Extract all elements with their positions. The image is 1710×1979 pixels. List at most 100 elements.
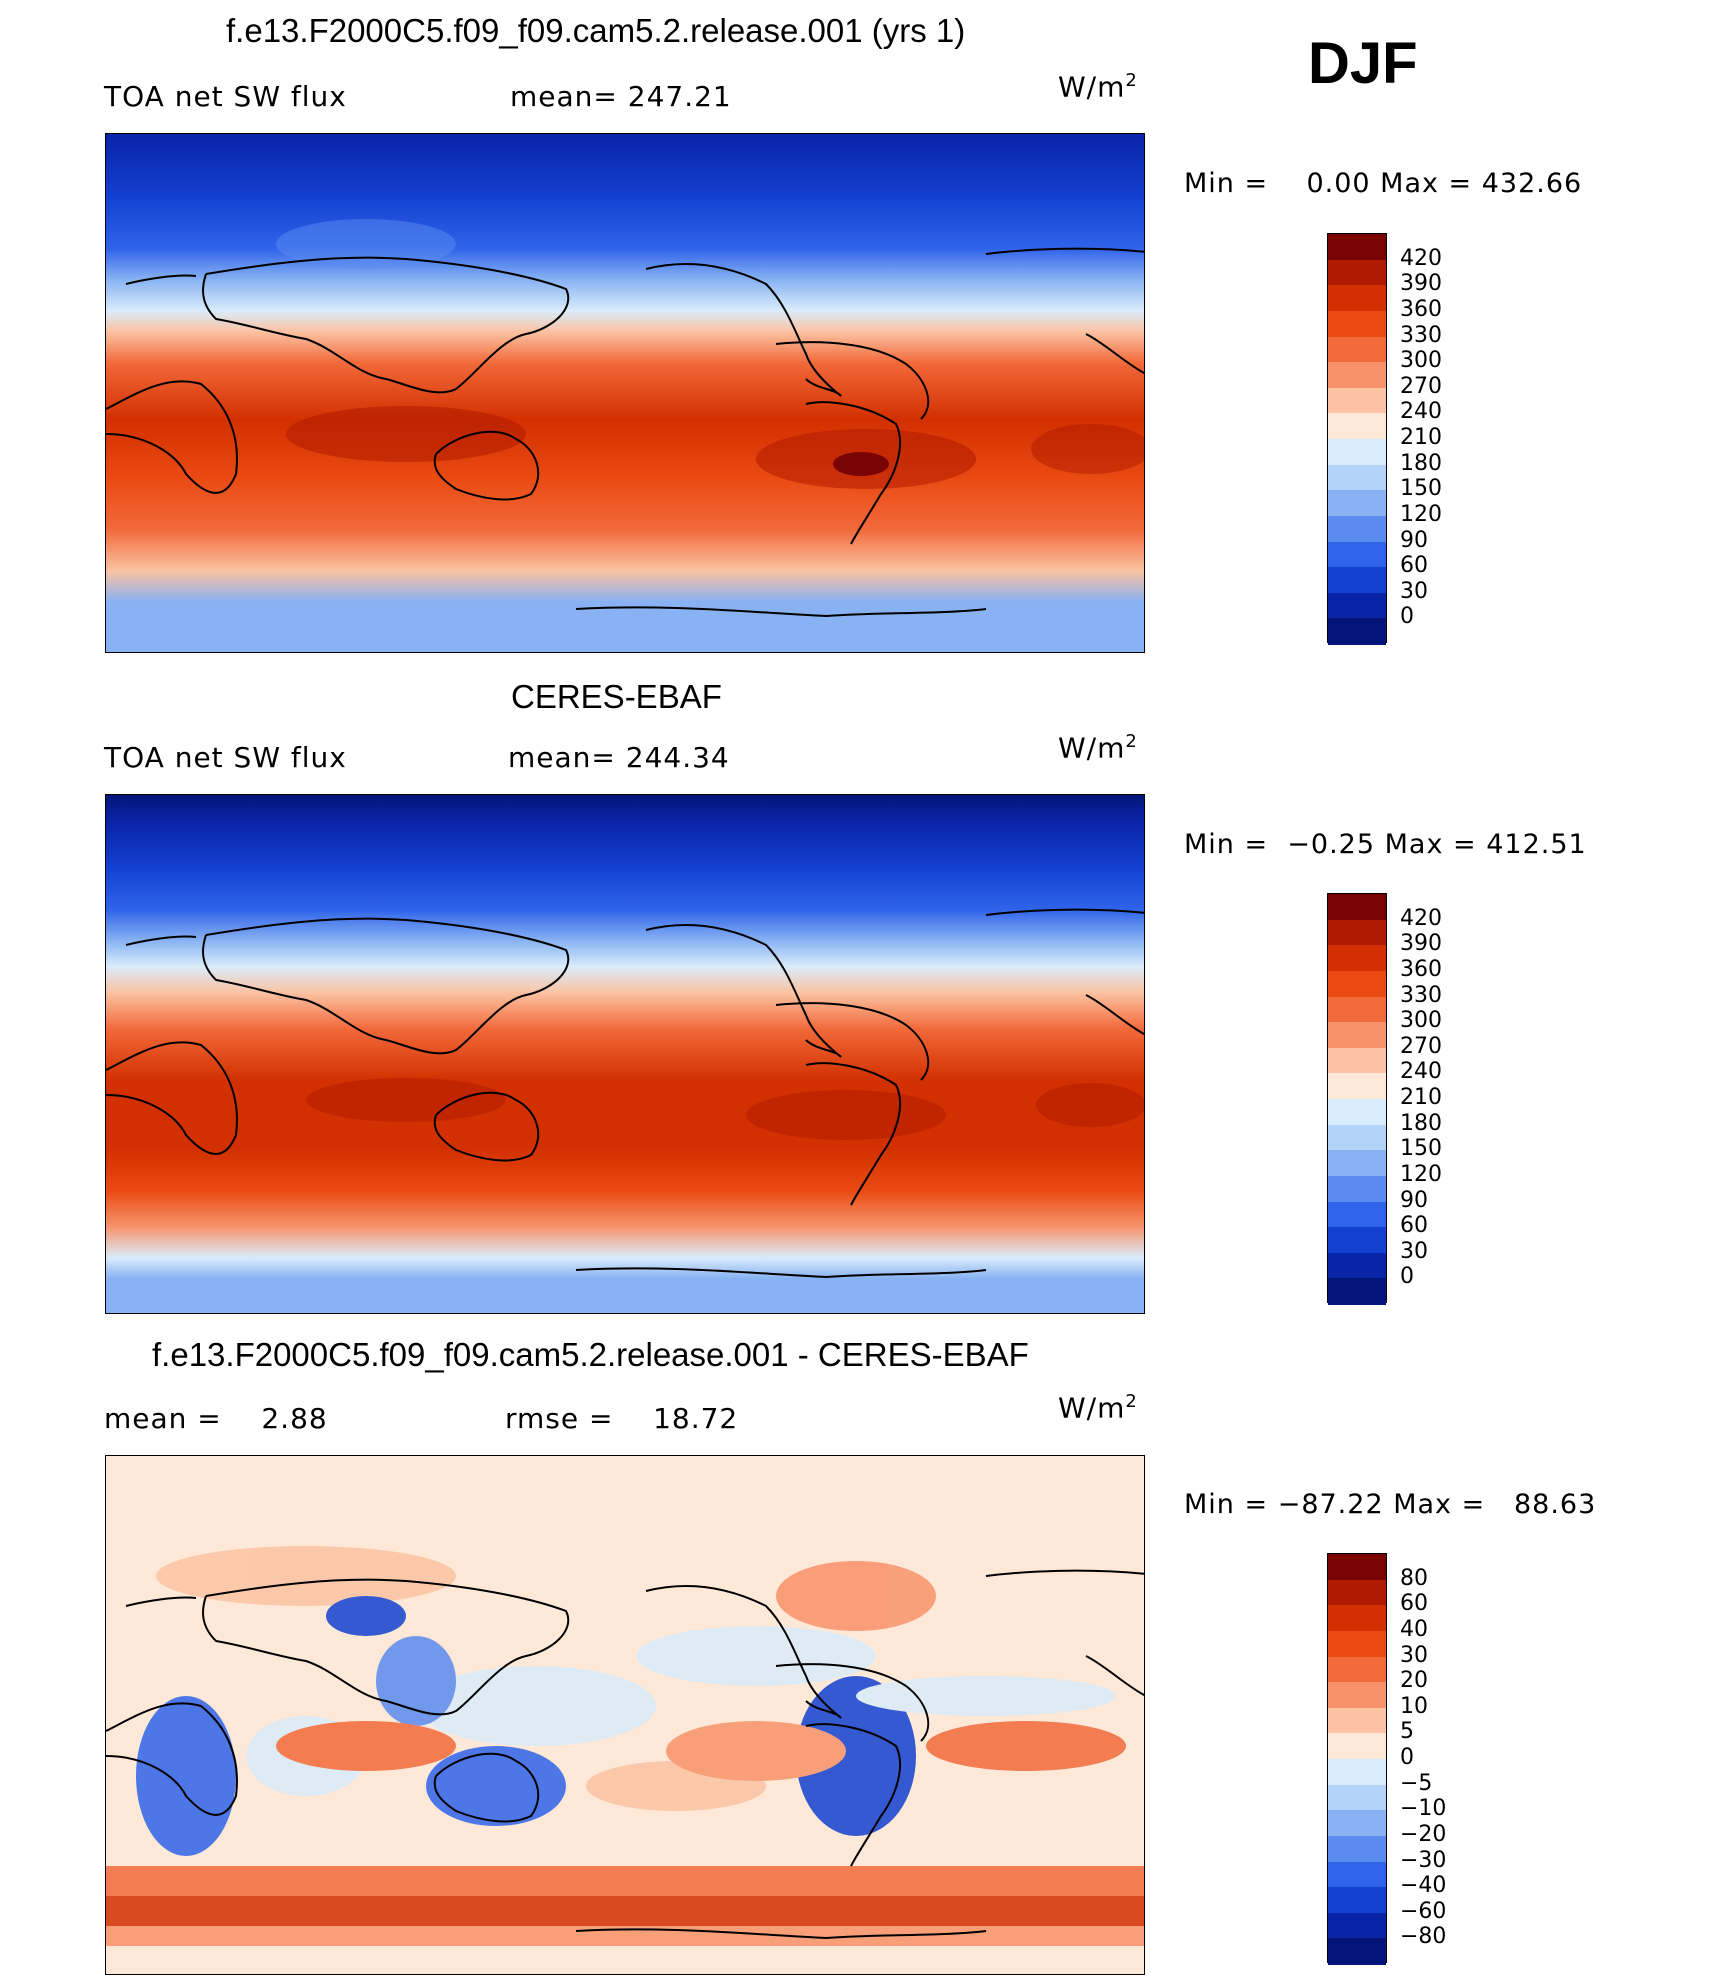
colorbar-tick-label: −5 xyxy=(1400,1770,1433,1796)
colorbar-segment xyxy=(1328,1150,1386,1177)
colorbar-tick-label: 90 xyxy=(1400,527,1428,553)
colorbar-tick-label: −60 xyxy=(1400,1898,1447,1924)
colorbar-segment xyxy=(1328,567,1386,594)
colorbar-segment xyxy=(1328,1124,1386,1151)
colorbar-tick-label: 150 xyxy=(1400,476,1442,502)
panel-obs-colorbar-ticks: 420 390 360 330 300 270 240 210 180 150 120 90 60 30 0 xyxy=(1400,893,1520,1303)
colorbar-segment xyxy=(1328,1554,1386,1581)
colorbar-tick-label: −30 xyxy=(1400,1847,1447,1873)
colorbar-segment xyxy=(1328,285,1386,312)
panel-model-variable-label: TOA net SW flux xyxy=(104,80,347,113)
colorbar-tick-label: 0 xyxy=(1400,604,1414,630)
panel-diff-unit-label: W/m2 xyxy=(1058,1391,1138,1425)
colorbar-segment xyxy=(1328,970,1386,997)
colorbar-segment xyxy=(1328,1887,1386,1914)
colorbar-tick-label: 240 xyxy=(1400,399,1442,425)
colorbar-tick-label: 30 xyxy=(1400,578,1428,604)
colorbar-tick-label: 420 xyxy=(1400,245,1442,271)
colorbar-tick-label: 330 xyxy=(1400,982,1442,1008)
colorbar-tick-label: 30 xyxy=(1400,1238,1428,1264)
colorbar-segment xyxy=(1328,464,1386,491)
colorbar-segment xyxy=(1328,618,1386,645)
colorbar-segment xyxy=(1328,336,1386,363)
colorbar-segment xyxy=(1328,1605,1386,1632)
colorbar-segment xyxy=(1328,1759,1386,1786)
panel-diff-map xyxy=(105,1455,1145,1975)
colorbar-tick-label: 360 xyxy=(1400,956,1442,982)
panel-obs-variable-label: TOA net SW flux xyxy=(104,741,347,774)
colorbar-tick-label: 300 xyxy=(1400,1008,1442,1034)
colorbar-segment xyxy=(1328,1201,1386,1228)
colorbar-segment xyxy=(1328,1227,1386,1254)
panel-obs-map xyxy=(105,794,1145,1314)
colorbar-segment xyxy=(1328,1579,1386,1606)
panel-diff-colorbar xyxy=(1327,1553,1387,1965)
colorbar-segment xyxy=(1328,1252,1386,1279)
colorbar-segment xyxy=(1328,541,1386,568)
colorbar-tick-label: −40 xyxy=(1400,1873,1447,1899)
colorbar-segment xyxy=(1328,362,1386,389)
colorbar-segment xyxy=(1328,592,1386,619)
colorbar-segment xyxy=(1328,1656,1386,1683)
colorbar-tick-label: −20 xyxy=(1400,1821,1447,1847)
colorbar-tick-label: 5 xyxy=(1400,1719,1414,1745)
colorbar-segment xyxy=(1328,1861,1386,1888)
colorbar-segment xyxy=(1328,515,1386,542)
panel-model-unit-label: W/m2 xyxy=(1058,70,1138,104)
colorbar-segment xyxy=(1328,894,1386,921)
panel-model-map xyxy=(105,133,1145,653)
colorbar-tick-label: −10 xyxy=(1400,1796,1447,1822)
colorbar-tick-label: 210 xyxy=(1400,425,1442,450)
colorbar-tick-label: 90 xyxy=(1400,1187,1428,1213)
panel-diff-title: f.e13.F2000C5.f09_f09.cam5.2.release.001… xyxy=(152,1336,1029,1373)
colorbar-segment xyxy=(1328,1073,1386,1100)
panel-model-mean-label: mean= 247.21 xyxy=(510,80,732,113)
colorbar-segment xyxy=(1328,945,1386,972)
colorbar-segment xyxy=(1328,1047,1386,1074)
colorbar-segment xyxy=(1328,490,1386,517)
colorbar-segment xyxy=(1328,1175,1386,1202)
colorbar-tick-label: 210 xyxy=(1400,1085,1442,1110)
panel-diff-minmax: Min = −87.22 Max = 88.63 xyxy=(1184,1489,1597,1520)
colorbar-tick-label: 390 xyxy=(1400,271,1442,297)
panel-diff-mean-label: mean = 2.88 xyxy=(104,1402,328,1435)
colorbar-segment xyxy=(1328,310,1386,337)
colorbar-segment xyxy=(1328,439,1386,466)
colorbar-segment xyxy=(1328,1682,1386,1709)
colorbar-segment xyxy=(1328,1630,1386,1657)
panel-obs-colorbar xyxy=(1327,893,1387,1305)
colorbar-segment xyxy=(1328,996,1386,1023)
colorbar-tick-label: 60 xyxy=(1400,1213,1428,1239)
panel-model-colorbar-ticks: 420 390 360 330 300 270 240 210 180 150 120 90 60 30 0 xyxy=(1400,233,1520,643)
colorbar-tick-label: 60 xyxy=(1400,1591,1428,1617)
colorbar-tick-label: 420 xyxy=(1400,905,1442,931)
colorbar-segment xyxy=(1328,1022,1386,1049)
colorbar-segment xyxy=(1328,1938,1386,1965)
colorbar-tick-label: 180 xyxy=(1400,1110,1442,1136)
panel-model-title: f.e13.F2000C5.f09_f09.cam5.2.release.001… xyxy=(226,12,966,49)
panel-diff-rmse-label: rmse = 18.72 xyxy=(505,1402,739,1435)
colorbar-tick-label: 60 xyxy=(1400,553,1428,579)
colorbar-tick-label: 10 xyxy=(1400,1693,1428,1719)
panel-obs-title: CERES-EBAF xyxy=(511,678,722,715)
colorbar-segment xyxy=(1328,1707,1386,1734)
colorbar-segment xyxy=(1328,1912,1386,1939)
colorbar-tick-label: 390 xyxy=(1400,931,1442,957)
panel-obs-minmax: Min = −0.25 Max = 412.51 xyxy=(1184,829,1587,860)
colorbar-segment xyxy=(1328,919,1386,946)
colorbar-tick-label: 180 xyxy=(1400,450,1442,476)
colorbar-tick-label: 0 xyxy=(1400,1745,1414,1770)
colorbar-segment xyxy=(1328,1784,1386,1811)
colorbar-segment xyxy=(1328,234,1386,261)
colorbar-tick-label: 80 xyxy=(1400,1565,1428,1591)
colorbar-tick-label: 40 xyxy=(1400,1616,1428,1642)
colorbar-tick-label: 360 xyxy=(1400,296,1442,322)
colorbar-segment xyxy=(1328,1733,1386,1760)
colorbar-tick-label: 0 xyxy=(1400,1264,1414,1290)
panel-model-colorbar xyxy=(1327,233,1387,645)
colorbar-segment xyxy=(1328,1835,1386,1862)
colorbar-tick-label: −80 xyxy=(1400,1924,1447,1950)
season-label: DJF xyxy=(1308,31,1418,96)
colorbar-tick-label: 270 xyxy=(1400,1033,1442,1059)
colorbar-segment xyxy=(1328,1810,1386,1837)
